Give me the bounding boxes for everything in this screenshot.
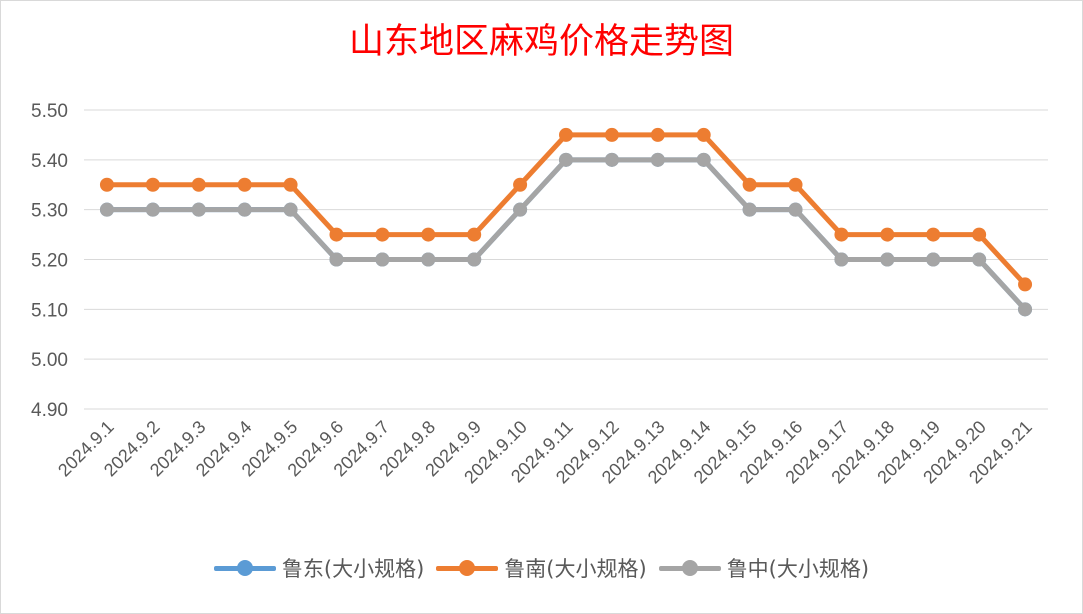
- chart-title: 山东地区麻鸡价格走势图: [348, 22, 734, 62]
- data-point: [145, 202, 160, 217]
- legend-swatch: [436, 558, 499, 578]
- data-point: [742, 202, 757, 217]
- data-point: [421, 227, 436, 242]
- data-point: [1018, 302, 1033, 317]
- data-point: [834, 227, 849, 242]
- data-point: [145, 177, 160, 192]
- data-point: [742, 177, 757, 192]
- data-point: [696, 152, 711, 167]
- data-point: [375, 252, 390, 267]
- legend-swatch: [213, 558, 276, 578]
- legend-label: 鲁中(大小规格): [726, 557, 870, 581]
- data-point: [880, 227, 895, 242]
- data-point: [237, 202, 252, 217]
- legend-item: 鲁南(大小规格): [436, 553, 647, 583]
- data-point: [926, 227, 941, 242]
- data-point: [329, 227, 344, 242]
- data-point: [283, 177, 298, 192]
- data-point: [788, 202, 803, 217]
- data-point: [467, 227, 482, 242]
- data-point: [650, 127, 665, 142]
- data-point: [972, 227, 987, 242]
- data-point: [972, 252, 987, 267]
- y-tick-label: 5.30: [31, 201, 68, 222]
- data-point: [604, 127, 619, 142]
- y-tick-label: 4.90: [31, 400, 68, 421]
- legend-marker: [236, 560, 253, 576]
- legend-swatch: [658, 558, 721, 578]
- data-point: [834, 252, 849, 267]
- legend-item: 鲁中(大小规格): [658, 553, 870, 583]
- data-point: [375, 227, 390, 242]
- legend-label: 鲁东(大小规格): [281, 557, 425, 581]
- data-point: [467, 252, 482, 267]
- legend-label: 鲁南(大小规格): [504, 557, 647, 581]
- y-tick-label: 5.20: [31, 251, 68, 272]
- y-tick-label: 5.40: [31, 151, 68, 172]
- data-point: [1018, 277, 1033, 292]
- data-point: [191, 202, 206, 217]
- y-tick-label: 5.10: [31, 300, 68, 321]
- legend-item: 鲁东(大小规格): [213, 553, 425, 583]
- data-point: [788, 177, 803, 192]
- data-point: [513, 177, 528, 192]
- data-point: [604, 152, 619, 167]
- data-point: [513, 202, 528, 217]
- data-point: [559, 127, 573, 142]
- data-point: [559, 152, 573, 167]
- data-point: [191, 177, 206, 192]
- y-tick-label: 5.00: [31, 350, 68, 371]
- legend-marker: [459, 560, 476, 576]
- data-point: [696, 127, 711, 142]
- legend-marker: [681, 560, 698, 576]
- data-point: [237, 177, 252, 192]
- data-point: [421, 252, 436, 267]
- chart-legend: 鲁东(大小规格) 鲁南(大小规格) 鲁中(大小规格): [0, 548, 1083, 588]
- data-point: [99, 202, 114, 217]
- data-point: [926, 252, 941, 267]
- data-point: [329, 252, 344, 267]
- data-point: [99, 177, 114, 192]
- data-point: [880, 252, 895, 267]
- data-point: [283, 202, 298, 217]
- data-point: [650, 152, 665, 167]
- y-tick-label: 5.50: [31, 101, 68, 122]
